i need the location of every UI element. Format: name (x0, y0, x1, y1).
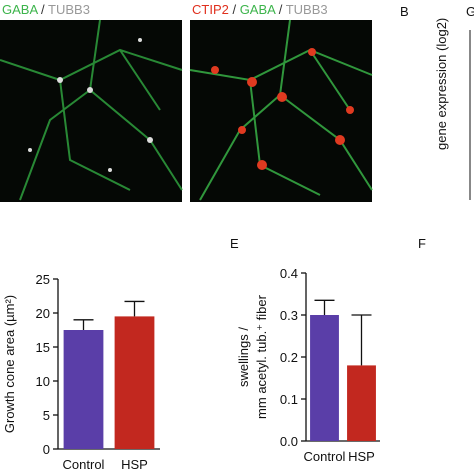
error-bar (124, 300, 145, 317)
x-tick-label: HSP (121, 457, 148, 472)
y-axis-label: swellings / (236, 327, 251, 387)
x-tick-label: HSP (348, 449, 375, 464)
label-part: CTIP2 (192, 2, 229, 17)
panel-letter: F (418, 236, 426, 251)
panel-letter: E (230, 236, 239, 251)
bar (114, 316, 155, 449)
label-part: / (275, 2, 286, 17)
label-part: TUBB3 (48, 2, 90, 17)
micrograph-1 (0, 20, 182, 202)
y-tick-label: 0.2 (280, 350, 298, 365)
y-tick-label: 0.0 (280, 434, 298, 449)
micrograph-2 (190, 20, 372, 202)
panel-letter: B (400, 4, 409, 19)
error-bar (314, 299, 335, 315)
y-tick-label: 0.3 (280, 308, 298, 323)
y-tick-label: 15 (36, 340, 50, 355)
label-part: / (37, 2, 48, 17)
axis-label: gene expression (log2) (434, 18, 449, 150)
y-tick-label: 0.1 (280, 392, 298, 407)
y-axis-label: Growth cone area (µm²) (2, 295, 17, 433)
label-part: TUBB3 (286, 2, 328, 17)
y-tick-label: 10 (36, 374, 50, 389)
panel-label: GABA / TUBB3 (2, 2, 90, 17)
label-part: / (229, 2, 240, 17)
y-tick-label: 0 (43, 442, 50, 457)
error-bar (73, 319, 94, 330)
panel-label: CTIP2 / GABA / TUBB3 (192, 2, 328, 17)
bar (63, 330, 104, 449)
y-axis-label: mm acetyl. tub.⁺ fiber (254, 294, 269, 419)
nuclei (211, 48, 354, 170)
y-tick-label: 25 (36, 272, 50, 287)
label-part: GABA (240, 2, 276, 17)
bar (310, 315, 339, 441)
label-part: GABA (2, 2, 38, 17)
x-tick-label: Control (304, 449, 346, 464)
bar (347, 365, 376, 441)
x-tick-label: Control (63, 457, 105, 472)
y-tick-label: 0.4 (280, 266, 298, 281)
panel-letter: G (466, 4, 474, 19)
cells (28, 38, 153, 172)
y-tick-label: 5 (43, 408, 50, 423)
error-bar (351, 314, 372, 366)
y-tick-label: 20 (36, 306, 50, 321)
